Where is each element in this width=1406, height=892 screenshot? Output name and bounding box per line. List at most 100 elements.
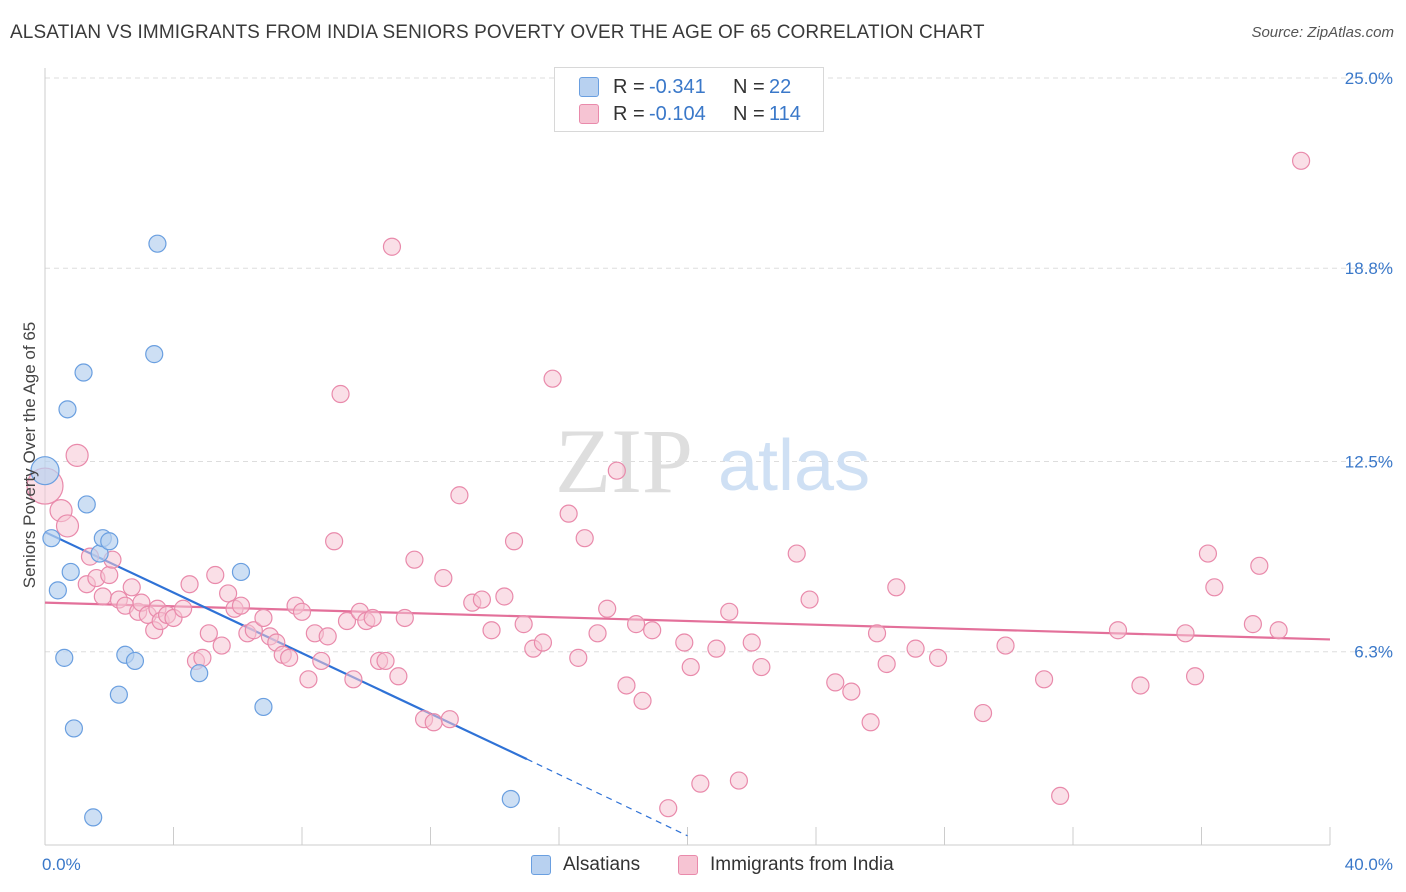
india-point [434, 568, 453, 588]
y-tick-label: 25.0% [1345, 69, 1393, 88]
india-point [742, 633, 761, 652]
alsatian-point [42, 529, 61, 548]
n-label: N = [733, 102, 765, 125]
alsatian-point [190, 664, 209, 683]
series-legend: Alsatians Immigrants from India [0, 852, 1406, 878]
alsatian-point [501, 789, 520, 809]
india-point [292, 602, 312, 621]
alsatians-legend-swatch [531, 855, 551, 875]
x-tick-label: 0.0% [42, 855, 81, 874]
r-label: R = [613, 102, 645, 125]
india-point [395, 608, 414, 628]
tick-labels: 6.3% 12.5% 18.8% 25.0% 0.0% 40.0% [42, 69, 1393, 874]
india-point [382, 237, 402, 256]
india-point [842, 682, 861, 701]
india-point [1250, 556, 1269, 575]
india-point [691, 774, 710, 793]
r-label: R = [613, 75, 645, 98]
legend-row-alsatians: R = -0.341 N = 22 [579, 74, 791, 100]
india-point [93, 587, 112, 606]
india-point [877, 654, 896, 674]
india-point [450, 486, 469, 505]
alsatians-legend-label: Alsatians [563, 854, 641, 875]
alsatian-point [231, 562, 251, 582]
india-point [928, 648, 948, 667]
india-swatch [579, 104, 599, 124]
alsatian-point [58, 400, 77, 419]
india-point [472, 590, 491, 609]
india-point [887, 578, 906, 597]
india-point [973, 703, 993, 723]
india-point [199, 624, 218, 643]
india-r-value: -0.104 [649, 102, 706, 125]
india-point [826, 673, 845, 692]
alsatian-point [100, 532, 119, 551]
india-point [1291, 151, 1311, 170]
india-point [337, 611, 357, 631]
india-point [1131, 676, 1150, 695]
alsatian-points [30, 234, 520, 827]
india-point [626, 615, 646, 634]
alsatian-point [55, 648, 74, 667]
india-point [405, 550, 424, 569]
india-point [729, 771, 749, 790]
india-point [212, 636, 231, 655]
india-point [633, 691, 652, 710]
india-point [1269, 621, 1288, 640]
watermark-zip: ZIP [555, 410, 693, 512]
india-point [1185, 667, 1205, 686]
india-point [607, 461, 626, 480]
alsatian-point [254, 697, 273, 717]
india-point [65, 443, 89, 467]
india-point [55, 514, 80, 538]
india-point [244, 621, 263, 640]
alsatian-point [148, 234, 167, 253]
india-point [376, 651, 395, 671]
india-point [122, 578, 141, 597]
alsatian-point [109, 685, 128, 704]
india-point [331, 384, 350, 404]
india-point [598, 599, 617, 618]
india-point [752, 657, 771, 677]
legend-item-india: Immigrants from India [678, 852, 894, 878]
india-points [26, 151, 1311, 818]
india-point [1205, 578, 1224, 597]
y-tick-label: 12.5% [1345, 453, 1393, 472]
alsatians-trend-extension [526, 758, 688, 837]
india-point [643, 621, 662, 640]
stats-legend: R = -0.341 N = 22 R = -0.104 N = 114 [554, 67, 824, 132]
india-point [318, 627, 337, 646]
alsatian-point [64, 719, 84, 738]
india-point [575, 529, 594, 548]
india-point [389, 667, 408, 686]
india-point [543, 369, 562, 388]
n-label: N = [733, 75, 765, 98]
india-point [1034, 670, 1054, 689]
india-point [363, 608, 382, 628]
india-point [1198, 544, 1218, 563]
alsatian-point [48, 581, 67, 600]
alsatian-point [145, 345, 164, 364]
india-point [1051, 786, 1070, 806]
x-tick-label: 40.0% [1345, 855, 1393, 874]
india-legend-label: Immigrants from India [710, 854, 894, 875]
y-tick-label: 6.3% [1354, 643, 1393, 662]
india-point [707, 639, 726, 658]
india-n-value: 114 [769, 102, 801, 125]
india-point [1243, 615, 1263, 634]
india-point [424, 713, 443, 732]
india-point [482, 621, 501, 640]
india-point [787, 544, 806, 563]
india-point [867, 624, 887, 643]
india-point [280, 648, 299, 667]
india-point [996, 636, 1015, 655]
india-point [193, 648, 212, 667]
chart-title: ALSATIAN VS IMMIGRANTS FROM INDIA SENIOR… [10, 22, 985, 43]
india-point [174, 599, 193, 618]
legend-row-india: R = -0.104 N = 114 [579, 101, 801, 127]
india-point [299, 670, 318, 689]
india-point [861, 713, 880, 732]
india-point [906, 639, 925, 658]
india-point [720, 602, 739, 621]
y-tick-label: 18.8% [1345, 259, 1393, 278]
